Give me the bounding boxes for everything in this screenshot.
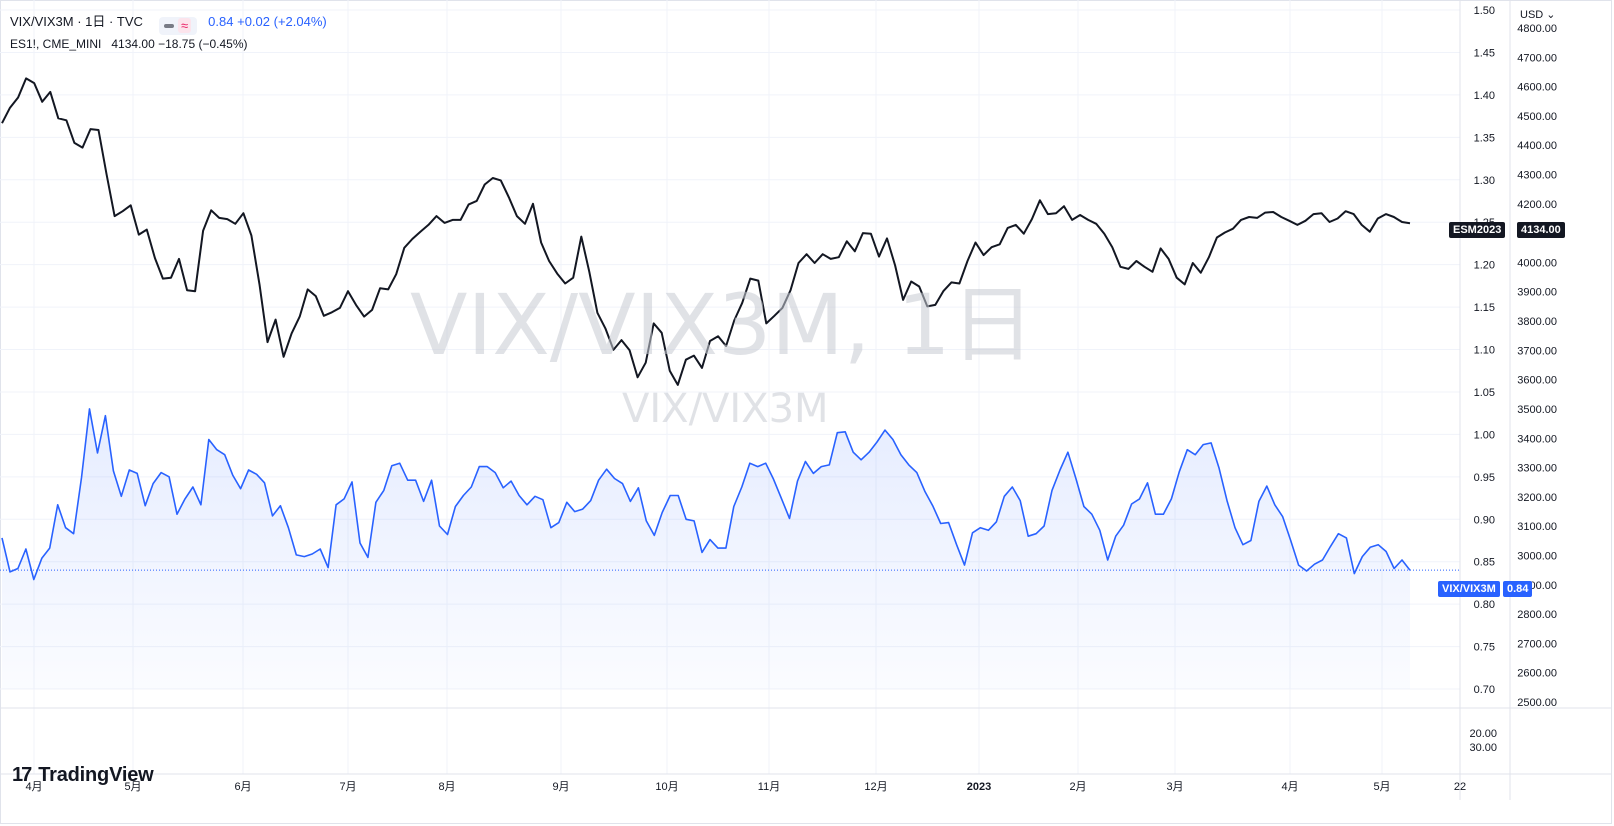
time-axis-label: 4月 — [25, 781, 42, 793]
time-axis-label: 4月 — [1281, 781, 1298, 793]
legend-compare-change: −18.75 (−0.45%) — [158, 37, 248, 51]
es-axis-label: 3200.00 — [1517, 492, 1557, 504]
ratio-axis-label: 1.30 — [1474, 175, 1495, 187]
time-axis-label: 6月 — [234, 781, 251, 793]
axes: 1.501.451.401.351.301.251.201.151.101.05… — [0, 0, 1612, 800]
ratio-axis-label: 1.45 — [1474, 47, 1495, 59]
ratio-axis-label: 1.05 — [1474, 387, 1495, 399]
vix-area — [2, 408, 1410, 689]
legend-main-symbol[interactable]: VIX/VIX3M · 1日 · TVC — [10, 14, 143, 29]
ratio-axis-label: 1.20 — [1474, 260, 1495, 272]
es-axis-label: 3300.00 — [1517, 463, 1557, 475]
time-axis-label: 2023 — [967, 781, 991, 793]
es-axis-label: 4300.00 — [1517, 170, 1557, 182]
ratio-axis-label: 1.50 — [1474, 5, 1495, 17]
legend-compare-symbol[interactable]: ES1!, CME_MINI — [10, 37, 102, 51]
ratio-axis-label: 0.75 — [1474, 642, 1495, 654]
es-value-tag: 4134.00 — [1517, 222, 1565, 238]
ratio-axis-label: 1.00 — [1474, 429, 1495, 441]
es-series-line — [1, 77, 1411, 386]
ratio-axis-label: 1.10 — [1474, 345, 1495, 357]
es-axis-label: 3500.00 — [1517, 404, 1557, 416]
vix-value-tag: 0.84 — [1503, 581, 1533, 597]
vix-area-fill — [2, 408, 1410, 689]
time-axis-label: 11月 — [758, 781, 780, 793]
es-axis-label: 2800.00 — [1517, 609, 1557, 621]
vix-series-line — [1, 408, 1411, 581]
es-axis-label: 2500.00 — [1517, 697, 1557, 709]
tradingview-logo[interactable]: 17 TradingView — [12, 764, 154, 787]
es-axis-label: 3800.00 — [1517, 316, 1557, 328]
ratio-axis-label: 1.15 — [1474, 302, 1495, 314]
es-axis-label: 3900.00 — [1517, 287, 1557, 299]
currency-label: USD — [1520, 9, 1544, 21]
es-axis-label: 3000.00 — [1517, 550, 1557, 562]
vix-name-tag: VIX/VIX3M — [1438, 581, 1500, 597]
es-axis-label: 3400.00 — [1517, 433, 1557, 445]
es-axis-label: 4500.00 — [1517, 111, 1557, 123]
legend-main[interactable]: VIX/VIX3M · 1日 · TVC ≈ 0.84 +0.02 (+2.04… — [10, 11, 327, 35]
series-lines — [0, 77, 1460, 581]
legend-visibility-toggle[interactable]: ≈ — [158, 17, 197, 35]
ratio-axis-label: 1.40 — [1474, 90, 1495, 102]
time-axis-label: 8月 — [438, 781, 455, 793]
legend-compare-value: 4134.00 — [111, 37, 155, 51]
legend-compare[interactable]: ES1!, CME_MINI 4134.00 −18.75 (−0.45%) — [10, 37, 248, 51]
es-axis-label: 4600.00 — [1517, 82, 1557, 94]
es-axis-label: 4800.00 — [1517, 23, 1557, 35]
lower-pane-axis-label: 20.00 — [1469, 728, 1497, 740]
time-axis-label: 2月 — [1069, 781, 1086, 793]
time-axis-label: 5月 — [1373, 781, 1390, 793]
es-axis-label: 4200.00 — [1517, 199, 1557, 211]
legend-main-change: +0.02 (+2.04%) — [237, 14, 327, 29]
hide-icon — [163, 24, 174, 28]
ratio-axis-label: 0.85 — [1474, 557, 1495, 569]
time-axis-label: 9月 — [552, 781, 569, 793]
chevron-down-icon: ⌄ — [1546, 9, 1556, 21]
es-axis-label: 2600.00 — [1517, 668, 1557, 680]
time-axis-label: 10月 — [655, 781, 678, 793]
es-axis-label: 4400.00 — [1517, 140, 1557, 152]
tv-logo-icon: 17 — [12, 764, 32, 786]
es-axis-label: 3700.00 — [1517, 345, 1557, 357]
es-axis-label: 3100.00 — [1517, 521, 1557, 533]
logo-text: TradingView — [38, 764, 154, 786]
ratio-axis-label: 1.35 — [1474, 132, 1495, 144]
es-name-tag: ESM2023 — [1449, 222, 1506, 238]
ratio-axis-label: 0.80 — [1474, 599, 1495, 611]
legend-main-value: 0.84 — [208, 14, 234, 29]
es-axis-label: 4700.00 — [1517, 52, 1557, 64]
es-axis-label: 4000.00 — [1517, 257, 1557, 269]
time-axis-label: 22 — [1454, 781, 1466, 793]
ratio-axis-label: 0.70 — [1474, 684, 1495, 696]
time-axis-label: 7月 — [339, 781, 356, 793]
ratio-axis-label: 0.90 — [1474, 514, 1495, 526]
es-axis-label: 2700.00 — [1517, 638, 1557, 650]
time-axis-label: 5月 — [124, 781, 141, 793]
time-axis-label: 3月 — [1166, 781, 1183, 793]
currency-selector[interactable]: USD ⌄ — [1520, 8, 1556, 21]
es-axis-label: 3600.00 — [1517, 375, 1557, 387]
ratio-axis-label: 0.95 — [1474, 472, 1495, 484]
lower-pane-axis-label: 30.00 — [1469, 742, 1497, 754]
approx-icon: ≈ — [177, 18, 192, 33]
time-axis-label: 12月 — [864, 781, 887, 793]
